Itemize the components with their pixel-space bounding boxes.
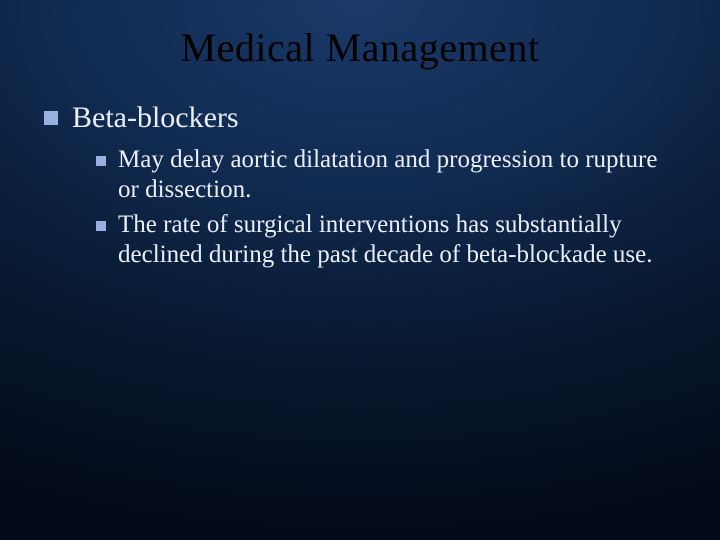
bullet-level1-text: Beta-blockers [72, 99, 239, 137]
bullet-level2-item: The rate of surgical interventions has s… [96, 210, 680, 271]
bullet-level1-item: Beta-blockers [44, 99, 680, 137]
square-bullet-icon [96, 221, 106, 231]
square-bullet-icon [96, 156, 106, 166]
square-bullet-icon [44, 111, 58, 125]
slide-title: Medical Management [40, 24, 680, 71]
bullet-level2-text: May delay aortic dilatation and progress… [118, 145, 678, 206]
slide: Medical Management Beta-blockers May del… [0, 0, 720, 540]
bullet-level2-item: May delay aortic dilatation and progress… [96, 145, 680, 206]
bullet-level2-text: The rate of surgical interventions has s… [118, 210, 678, 271]
